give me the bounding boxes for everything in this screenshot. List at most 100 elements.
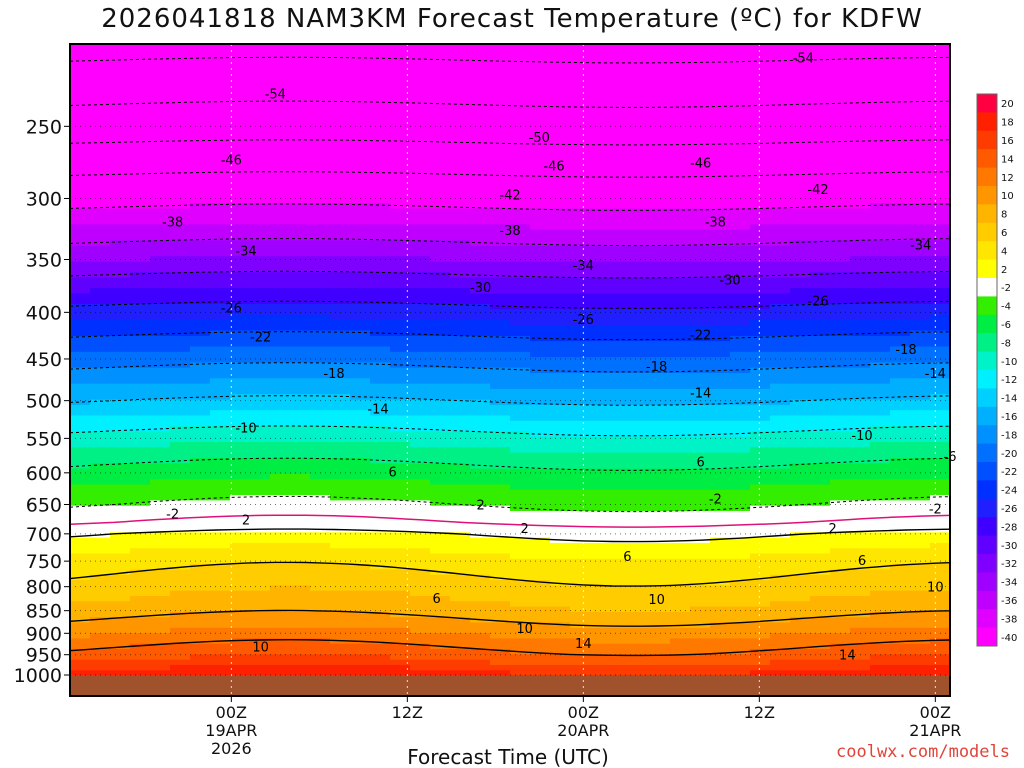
field-cell [510,319,531,326]
field-cell [590,128,611,135]
field-cell [90,144,111,151]
field-cell [110,526,131,533]
field-cell [650,462,671,469]
field-cell [590,351,611,358]
field-cell [690,107,711,113]
field-cell [230,96,251,103]
field-cell [490,537,511,543]
field-cell [790,552,811,559]
field-cell [650,149,671,156]
field-cell [470,483,491,490]
field-cell [490,462,511,469]
field-cell [110,80,131,87]
field-cell [90,160,111,166]
field-cell [270,404,291,411]
field-cell [90,234,111,241]
field-cell [70,595,91,602]
field-cell [330,138,351,145]
field-cell [170,552,191,559]
field-cell [790,53,811,60]
field-cell [550,542,571,549]
field-cell [250,627,271,634]
field-cell [790,250,811,257]
field-cell [550,521,571,527]
field-cell [250,568,271,575]
field-cell [750,314,771,320]
field-cell [130,165,151,172]
field-cell [470,255,491,262]
field-cell [730,388,751,395]
field-cell [190,579,211,586]
field-cell [830,568,851,575]
field-cell [670,330,691,336]
field-cell [810,393,831,400]
field-cell [610,340,631,347]
field-cell [90,186,111,193]
field-cell [290,367,311,373]
field-cell [330,521,351,527]
field-cell [570,462,591,469]
field-cell [270,399,291,405]
field-cell [490,542,511,549]
field-cell [70,191,91,198]
field-cell [890,584,911,591]
field-cell [490,632,511,639]
field-cell [670,335,691,342]
field-cell [450,48,471,55]
field-cell [710,483,731,490]
field-cell [410,303,431,310]
field-cell [230,473,251,480]
field-cell [770,213,791,220]
field-cell [730,80,751,87]
field-cell [110,531,131,538]
field-cell [810,69,831,76]
field-cell [330,351,351,358]
field-cell [450,627,471,634]
field-cell [250,223,271,230]
field-cell [710,505,731,511]
field-cell [610,483,631,490]
field-cell [530,420,551,427]
field-cell [570,457,591,464]
field-cell [550,340,571,347]
field-cell [270,165,291,172]
field-cell [370,271,391,278]
field-cell [890,282,911,289]
field-cell [410,128,431,135]
field-cell [570,154,591,161]
field-cell [370,648,391,655]
field-cell [610,473,631,480]
field-cell [610,637,631,644]
field-cell [150,223,171,230]
field-cell [110,542,131,549]
field-cell [510,138,531,145]
field-cell [150,117,171,124]
field-cell [310,584,331,591]
field-cell [90,44,111,50]
field-cell [110,324,131,331]
field-cell [270,239,291,246]
field-cell [130,345,151,352]
field-cell [310,144,331,151]
field-cell [630,515,651,522]
field-cell [470,590,491,596]
field-cell [90,611,111,618]
field-cell [470,621,491,628]
field-cell [410,494,431,501]
field-cell [810,468,831,474]
field-cell [350,160,371,166]
field-cell [150,436,171,442]
field-cell [630,345,651,352]
field-cell [130,468,151,474]
field-cell [130,579,151,586]
field-cell [170,388,191,395]
field-cell [130,669,151,676]
field-cell [190,563,211,570]
field-cell [530,505,551,511]
field-cell [870,340,891,347]
field-cell [150,537,171,543]
field-cell [830,606,851,612]
field-cell [370,340,391,347]
field-cell [830,213,851,220]
field-cell [410,526,431,533]
